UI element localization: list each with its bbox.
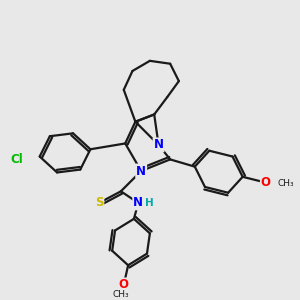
Text: Cl: Cl (10, 153, 23, 166)
Text: O: O (261, 176, 271, 189)
Text: H: H (146, 198, 154, 208)
Text: S: S (95, 196, 103, 209)
Text: N: N (133, 196, 143, 209)
Text: CH₃: CH₃ (112, 290, 129, 299)
Text: N: N (154, 138, 164, 152)
Text: N: N (136, 164, 146, 178)
Text: CH₃: CH₃ (278, 179, 294, 188)
Text: O: O (119, 278, 129, 292)
